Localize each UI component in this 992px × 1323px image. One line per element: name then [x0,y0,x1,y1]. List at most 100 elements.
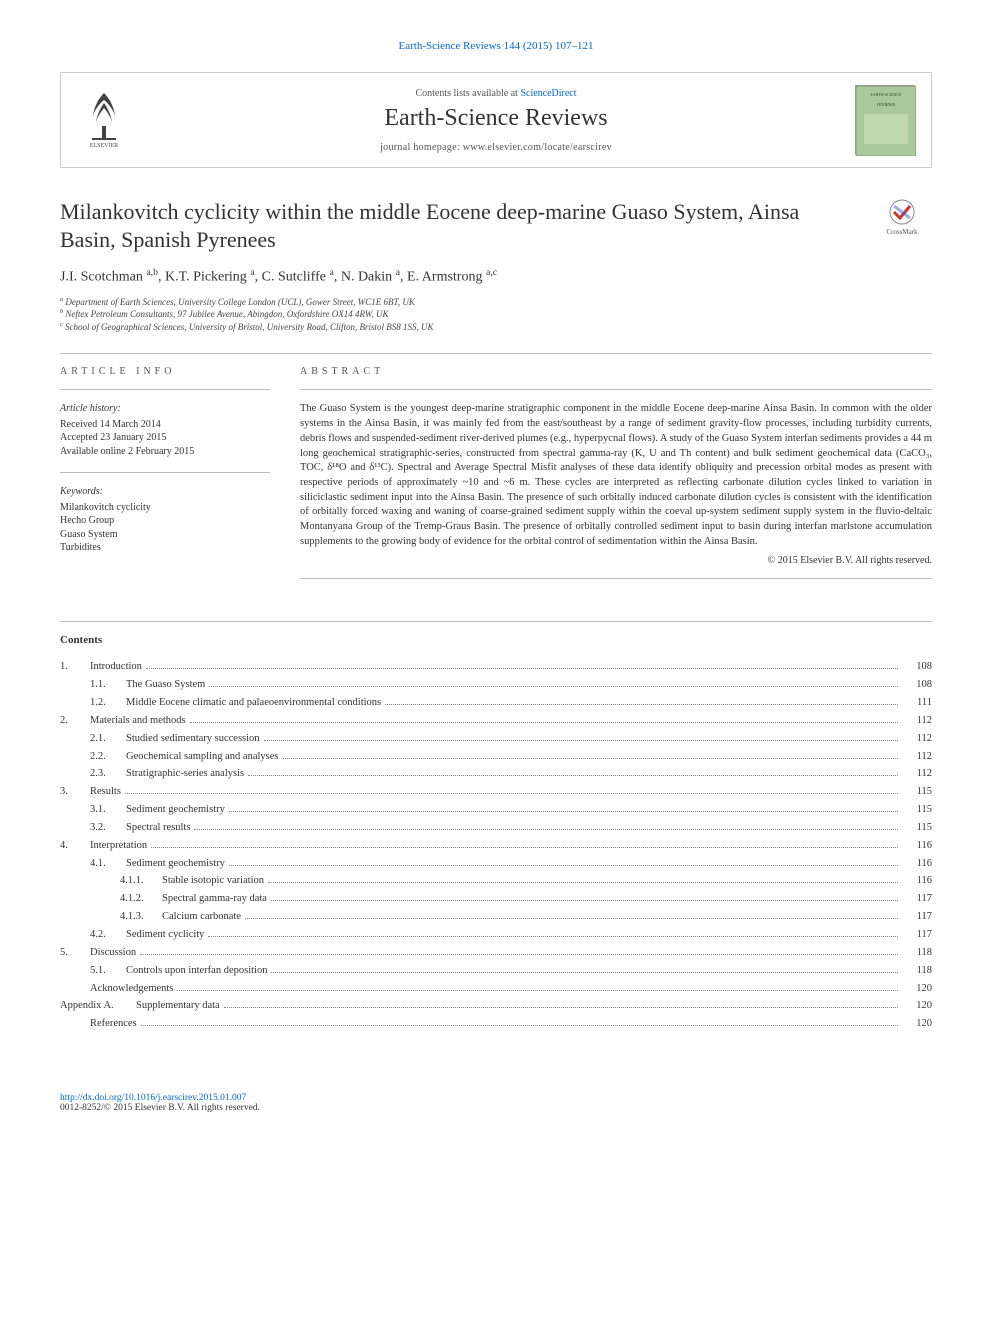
toc-page: 116 [902,837,932,855]
toc-row[interactable]: 4.2.Sediment cyclicity117 [60,926,932,944]
toc-leader-dots [268,882,898,883]
toc-leader-dots [194,829,898,830]
toc-number: 2. [60,712,90,730]
toc-label: Stable isotopic variation [162,872,264,890]
toc-label: Controls upon interfan deposition [126,962,267,980]
toc-row[interactable]: 1.1.The Guaso System108 [60,676,932,694]
toc-leader-dots [271,972,898,973]
toc-row[interactable]: 4.1.1.Stable isotopic variation116 [60,872,932,890]
toc-row[interactable]: Acknowledgements120 [60,980,932,998]
sciencedirect-link[interactable]: ScienceDirect [520,88,576,99]
toc-leader-dots [209,686,898,687]
toc-label: Studied sedimentary succession [126,730,260,748]
toc-page: 108 [902,676,932,694]
contents-heading: Contents [60,634,932,646]
toc-row[interactable]: 3.Results115 [60,783,932,801]
masthead-center: Contents lists available at ScienceDirec… [137,88,855,153]
toc-label: Interpretation [90,837,147,855]
toc-row[interactable]: 4.Interpretation116 [60,837,932,855]
toc-number: 5. [60,944,90,962]
toc-label: Sediment geochemistry [126,801,225,819]
toc-row[interactable]: 1.Introduction108 [60,658,932,676]
toc-page: 117 [902,890,932,908]
toc-page: 116 [902,872,932,890]
toc-label: Discussion [90,944,136,962]
toc-page: 112 [902,748,932,766]
toc-number: 1.2. [90,694,126,712]
toc-number: 5.1. [90,962,126,980]
toc-row[interactable]: 4.1.Sediment geochemistry116 [60,855,932,873]
toc-page: 117 [902,908,932,926]
rule-info-2 [60,472,270,473]
crossmark-badge[interactable]: CrossMark [872,198,932,242]
toc-row[interactable]: 1.2.Middle Eocene climatic and palaeoenv… [60,694,932,712]
rule-abs-2 [300,578,932,579]
article-title: Milankovitch cyclicity within the middle… [60,198,872,253]
toc-row[interactable]: Appendix A.Supplementary data120 [60,997,932,1015]
toc-label: Spectral gamma-ray data [162,890,267,908]
toc-row[interactable]: References 120 [60,1015,932,1033]
affiliation-line: b Neftex Petroleum Consultants, 97 Jubil… [60,308,932,321]
toc-label: Middle Eocene climatic and palaeoenviron… [126,694,381,712]
toc-page: 116 [902,855,932,873]
toc-leader-dots [245,918,898,919]
author-3: , C. Sutcliffe [255,270,330,285]
toc-row[interactable]: 3.2.Spectral results115 [60,819,932,837]
svg-text:reviews: reviews [877,102,896,108]
toc-number: 4.2. [90,926,126,944]
rule-abs-1 [300,389,932,390]
author-2: , K.T. Pickering [158,270,250,285]
toc-page: 115 [902,819,932,837]
toc-number: 2.3. [90,765,126,783]
toc-row[interactable]: 5.1.Controls upon interfan deposition 118 [60,962,932,980]
toc-leader-dots [146,668,898,669]
abstract-copyright: © 2015 Elsevier B.V. All rights reserved… [300,555,932,566]
toc-leader-dots [190,722,898,723]
toc-label: The Guaso System [126,676,205,694]
contents-available-line: Contents lists available at ScienceDirec… [137,88,855,99]
doi-link[interactable]: http://dx.doi.org/10.1016/j.earscirev.20… [60,1093,246,1103]
toc-page: 112 [902,730,932,748]
toc-row[interactable]: 4.1.3.Calcium carbonate117 [60,908,932,926]
history-line: Received 14 March 2014 [60,418,270,432]
abstract-text: The Guaso System is the youngest deep-ma… [300,402,932,549]
toc-leader-dots [125,793,898,794]
author-1-aff: a,b [146,267,158,278]
toc-row[interactable]: 5.Discussion118 [60,944,932,962]
toc-leader-dots [248,775,898,776]
toc-row[interactable]: 2.2.Geochemical sampling and analyses 112 [60,748,932,766]
rule-bottom [60,621,932,622]
toc-row[interactable]: 2.1.Studied sedimentary succession112 [60,730,932,748]
toc-leader-dots [208,936,898,937]
toc-row[interactable]: 2.3.Stratigraphic-series analysis112 [60,765,932,783]
history-label: Article history: [60,402,270,416]
toc-row[interactable]: 2.Materials and methods112 [60,712,932,730]
keyword-line: Hecho Group [60,514,270,528]
toc-leader-dots [224,1007,898,1008]
toc-page: 115 [902,801,932,819]
toc-label: Results [90,783,121,801]
rule-top [60,353,932,354]
authors-line: J.I. Scotchman a,b, K.T. Pickering a, C.… [60,267,932,286]
toc-label: Stratigraphic-series analysis [126,765,244,783]
toc-row[interactable]: 4.1.2.Spectral gamma-ray data 117 [60,890,932,908]
header-citation-link[interactable]: Earth-Science Reviews 144 (2015) 107–121 [399,40,594,52]
footer: http://dx.doi.org/10.1016/j.earscirev.20… [60,1093,932,1113]
affiliations: a Department of Earth Sciences, Universi… [60,296,932,334]
toc-row[interactable]: 3.1.Sediment geochemistry115 [60,801,932,819]
toc-label: Calcium carbonate [162,908,241,926]
toc-number: 2.2. [90,748,126,766]
toc-number: 4.1.2. [120,890,162,908]
toc-label: Geochemical sampling and analyses [126,748,279,766]
toc-leader-dots [283,758,899,759]
toc-leader-dots [264,740,898,741]
title-row: Milankovitch cyclicity within the middle… [60,198,932,253]
toc-number: 3.2. [90,819,126,837]
article-info-heading: ARTICLE INFO [60,366,270,377]
toc-label: References [90,1015,137,1033]
svg-text:ELSEVIER: ELSEVIER [90,143,118,148]
toc-page: 120 [902,1015,932,1033]
affiliation-line: a Department of Earth Sciences, Universi… [60,296,932,309]
toc-page: 118 [902,962,932,980]
keywords-label: Keywords: [60,485,270,499]
